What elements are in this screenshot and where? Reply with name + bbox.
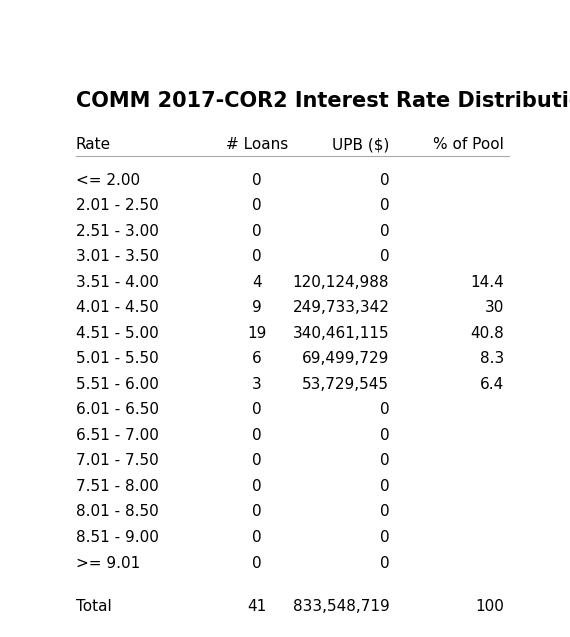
Text: 0: 0 [380, 479, 389, 494]
Text: 0: 0 [380, 199, 389, 213]
Text: % of Pool: % of Pool [433, 138, 504, 152]
Text: 2.01 - 2.50: 2.01 - 2.50 [76, 199, 158, 213]
Text: 2.51 - 3.00: 2.51 - 3.00 [76, 224, 158, 239]
Text: <= 2.00: <= 2.00 [76, 173, 140, 188]
Text: 340,461,115: 340,461,115 [292, 326, 389, 341]
Text: 0: 0 [380, 530, 389, 545]
Text: 3.01 - 3.50: 3.01 - 3.50 [76, 250, 158, 264]
Text: 0: 0 [380, 428, 389, 443]
Text: 0: 0 [252, 403, 262, 417]
Text: 19: 19 [247, 326, 266, 341]
Text: 100: 100 [475, 599, 504, 614]
Text: 120,124,988: 120,124,988 [293, 275, 389, 290]
Text: 0: 0 [252, 173, 262, 188]
Text: 69,499,729: 69,499,729 [302, 352, 389, 366]
Text: 6: 6 [252, 352, 262, 366]
Text: 833,548,719: 833,548,719 [292, 599, 389, 614]
Text: 0: 0 [252, 479, 262, 494]
Text: Total: Total [76, 599, 111, 614]
Text: UPB ($): UPB ($) [332, 138, 389, 152]
Text: 0: 0 [252, 428, 262, 443]
Text: 53,729,545: 53,729,545 [302, 377, 389, 392]
Text: 8.3: 8.3 [480, 352, 504, 366]
Text: 0: 0 [380, 250, 389, 264]
Text: 0: 0 [380, 403, 389, 417]
Text: 0: 0 [252, 454, 262, 468]
Text: 14.4: 14.4 [470, 275, 504, 290]
Text: 3: 3 [252, 377, 262, 392]
Text: 7.01 - 7.50: 7.01 - 7.50 [76, 454, 158, 468]
Text: Rate: Rate [76, 138, 111, 152]
Text: 0: 0 [380, 555, 389, 571]
Text: 0: 0 [252, 505, 262, 520]
Text: 6.01 - 6.50: 6.01 - 6.50 [76, 403, 158, 417]
Text: 0: 0 [380, 173, 389, 188]
Text: 0: 0 [252, 224, 262, 239]
Text: 0: 0 [252, 250, 262, 264]
Text: 41: 41 [247, 599, 266, 614]
Text: 3.51 - 4.00: 3.51 - 4.00 [76, 275, 158, 290]
Text: 4.01 - 4.50: 4.01 - 4.50 [76, 301, 158, 315]
Text: COMM 2017-COR2 Interest Rate Distribution: COMM 2017-COR2 Interest Rate Distributio… [76, 91, 570, 111]
Text: 0: 0 [380, 454, 389, 468]
Text: >= 9.01: >= 9.01 [76, 555, 140, 571]
Text: 7.51 - 8.00: 7.51 - 8.00 [76, 479, 158, 494]
Text: 0: 0 [380, 224, 389, 239]
Text: # Loans: # Loans [226, 138, 288, 152]
Text: 5.51 - 6.00: 5.51 - 6.00 [76, 377, 158, 392]
Text: 4: 4 [252, 275, 262, 290]
Text: 40.8: 40.8 [470, 326, 504, 341]
Text: 249,733,342: 249,733,342 [292, 301, 389, 315]
Text: 4.51 - 5.00: 4.51 - 5.00 [76, 326, 158, 341]
Text: 6.51 - 7.00: 6.51 - 7.00 [76, 428, 158, 443]
Text: 5.01 - 5.50: 5.01 - 5.50 [76, 352, 158, 366]
Text: 8.01 - 8.50: 8.01 - 8.50 [76, 505, 158, 520]
Text: 6.4: 6.4 [480, 377, 504, 392]
Text: 8.51 - 9.00: 8.51 - 9.00 [76, 530, 158, 545]
Text: 0: 0 [252, 530, 262, 545]
Text: 0: 0 [380, 505, 389, 520]
Text: 30: 30 [485, 301, 504, 315]
Text: 0: 0 [252, 199, 262, 213]
Text: 0: 0 [252, 555, 262, 571]
Text: 9: 9 [252, 301, 262, 315]
